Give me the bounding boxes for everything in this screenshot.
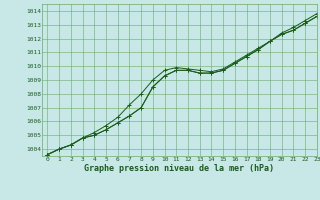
X-axis label: Graphe pression niveau de la mer (hPa): Graphe pression niveau de la mer (hPa) xyxy=(84,164,274,173)
